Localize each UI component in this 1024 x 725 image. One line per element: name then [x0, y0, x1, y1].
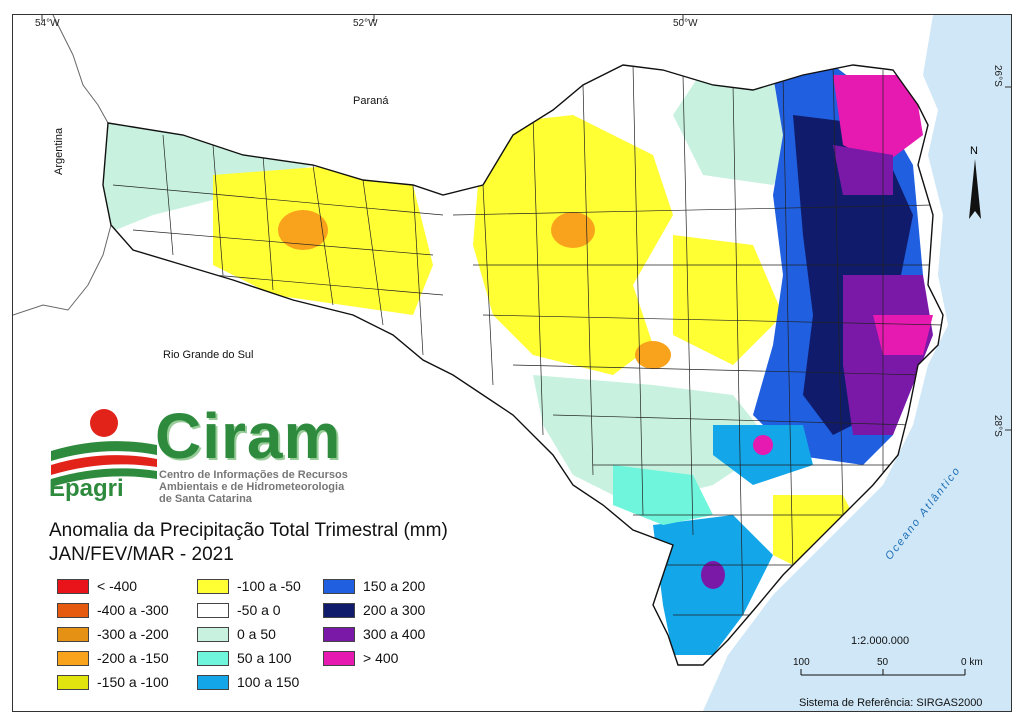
- legend-swatch: [323, 578, 355, 594]
- legend-item: 200 a 300: [323, 601, 425, 619]
- legend-swatch: [323, 602, 355, 618]
- legend-label: < -400: [97, 578, 138, 594]
- lon-tick-54: 54°W: [35, 18, 60, 29]
- scale-bar-graphic: [800, 669, 966, 676]
- ocean-area: [703, 15, 1011, 711]
- legend-label: -50 a 0: [237, 602, 281, 618]
- lon-tick-50: 50°W: [673, 18, 698, 29]
- legend-swatch: [57, 578, 89, 594]
- legend-label: 200 a 300: [363, 602, 426, 618]
- label-argentina: Argentina: [53, 127, 65, 175]
- scale-tick-50: 50: [877, 657, 889, 668]
- ciram-description-line-2: Ambientais e de Hidrometeorologia: [159, 481, 345, 493]
- legend-label: -400 a -300: [97, 602, 169, 618]
- ciram-description: Centro de Informações de Recursos Ambien…: [159, 469, 348, 505]
- legend-item: -300 a -200: [57, 625, 169, 643]
- parana-border: [52, 15, 109, 124]
- north-arrow-icon: [969, 159, 981, 219]
- legend-swatch: [57, 674, 89, 690]
- legend-swatch: [57, 602, 89, 618]
- legend-label: -200 a -150: [97, 650, 169, 666]
- map-canvas: [13, 15, 1011, 711]
- scale-tick-100: 100: [793, 657, 810, 668]
- legend-item: 300 a 400: [323, 625, 425, 643]
- legend-label: 150 a 200: [363, 578, 426, 594]
- legend-swatch: [197, 650, 229, 666]
- legend-swatch: [57, 650, 89, 666]
- ciram-logo: Epagri Ciram Centro de Informações de Re…: [49, 400, 399, 515]
- legend-item: 0 a 50: [197, 625, 276, 643]
- lat-tick-26: 26°S: [992, 65, 1003, 87]
- label-rio-grande-do-sul: Rio Grande do Sul: [163, 349, 254, 361]
- legend-item: -200 a -150: [57, 649, 169, 667]
- argentina-border: [13, 224, 112, 316]
- legend-label: 50 a 100: [237, 650, 292, 666]
- legend-swatch: [197, 578, 229, 594]
- legend-label: -300 a -200: [97, 626, 169, 642]
- legend-label: 300 a 400: [363, 626, 426, 642]
- legend-item: -400 a -300: [57, 601, 169, 619]
- legend-swatch: [57, 626, 89, 642]
- ciram-description-line-1: Centro de Informações de Recursos: [159, 469, 348, 481]
- label-parana: Paraná: [353, 95, 389, 107]
- legend-item: -50 a 0: [197, 601, 281, 619]
- legend-item: > 400: [323, 649, 398, 667]
- legend-swatch: [197, 674, 229, 690]
- legend-swatch: [197, 602, 229, 618]
- legend-label: 100 a 150: [237, 674, 300, 690]
- scale-bar: 1:2.000.000 100 50 0 km: [793, 635, 993, 685]
- legend-item: 150 a 200: [323, 577, 425, 595]
- reference-system: Sistema de Referência: SIRGAS2000: [799, 697, 983, 709]
- map-subtitle: JAN/FEV/MAR - 2021: [49, 544, 234, 565]
- north-arrow: N: [963, 145, 987, 225]
- ciram-description-line-3: de Santa Catarina: [159, 493, 252, 505]
- legend-swatch: [323, 626, 355, 642]
- legend-swatch: [323, 650, 355, 666]
- legend-label: > 400: [363, 650, 399, 666]
- legend-item: 100 a 150: [197, 673, 299, 691]
- legend-label: -150 a -100: [97, 674, 169, 690]
- legend-item: < -400: [57, 577, 137, 595]
- map-title: Anomalia da Precipitação Total Trimestra…: [49, 520, 448, 541]
- scale-tick-0: 0 km: [961, 657, 983, 668]
- lat-tick-28: 28°S: [992, 415, 1003, 437]
- legend-item: -150 a -100: [57, 673, 169, 691]
- legend-item: 50 a 100: [197, 649, 292, 667]
- legend-label: -100 a -50: [237, 578, 301, 594]
- north-label: N: [970, 145, 978, 157]
- epagri-wordmark: Epagri: [49, 475, 124, 502]
- epagri-emblem-icon: [51, 409, 157, 487]
- scale-ratio: 1:2.000.000: [851, 635, 910, 647]
- municipal-borders: [112, 65, 943, 616]
- legend-title-block: Anomalia da Precipitação Total Trimestra…: [49, 519, 448, 567]
- map-frame: 54°W 52°W 50°W 26°S 28°S Paraná Argentin…: [12, 14, 1012, 712]
- ciram-wordmark: Ciram: [155, 400, 342, 472]
- lon-tick-52: 52°W: [353, 18, 378, 29]
- legend-item: -100 a -50: [197, 577, 301, 595]
- legend-label: 0 a 50: [237, 626, 276, 642]
- legend-swatch: [197, 626, 229, 642]
